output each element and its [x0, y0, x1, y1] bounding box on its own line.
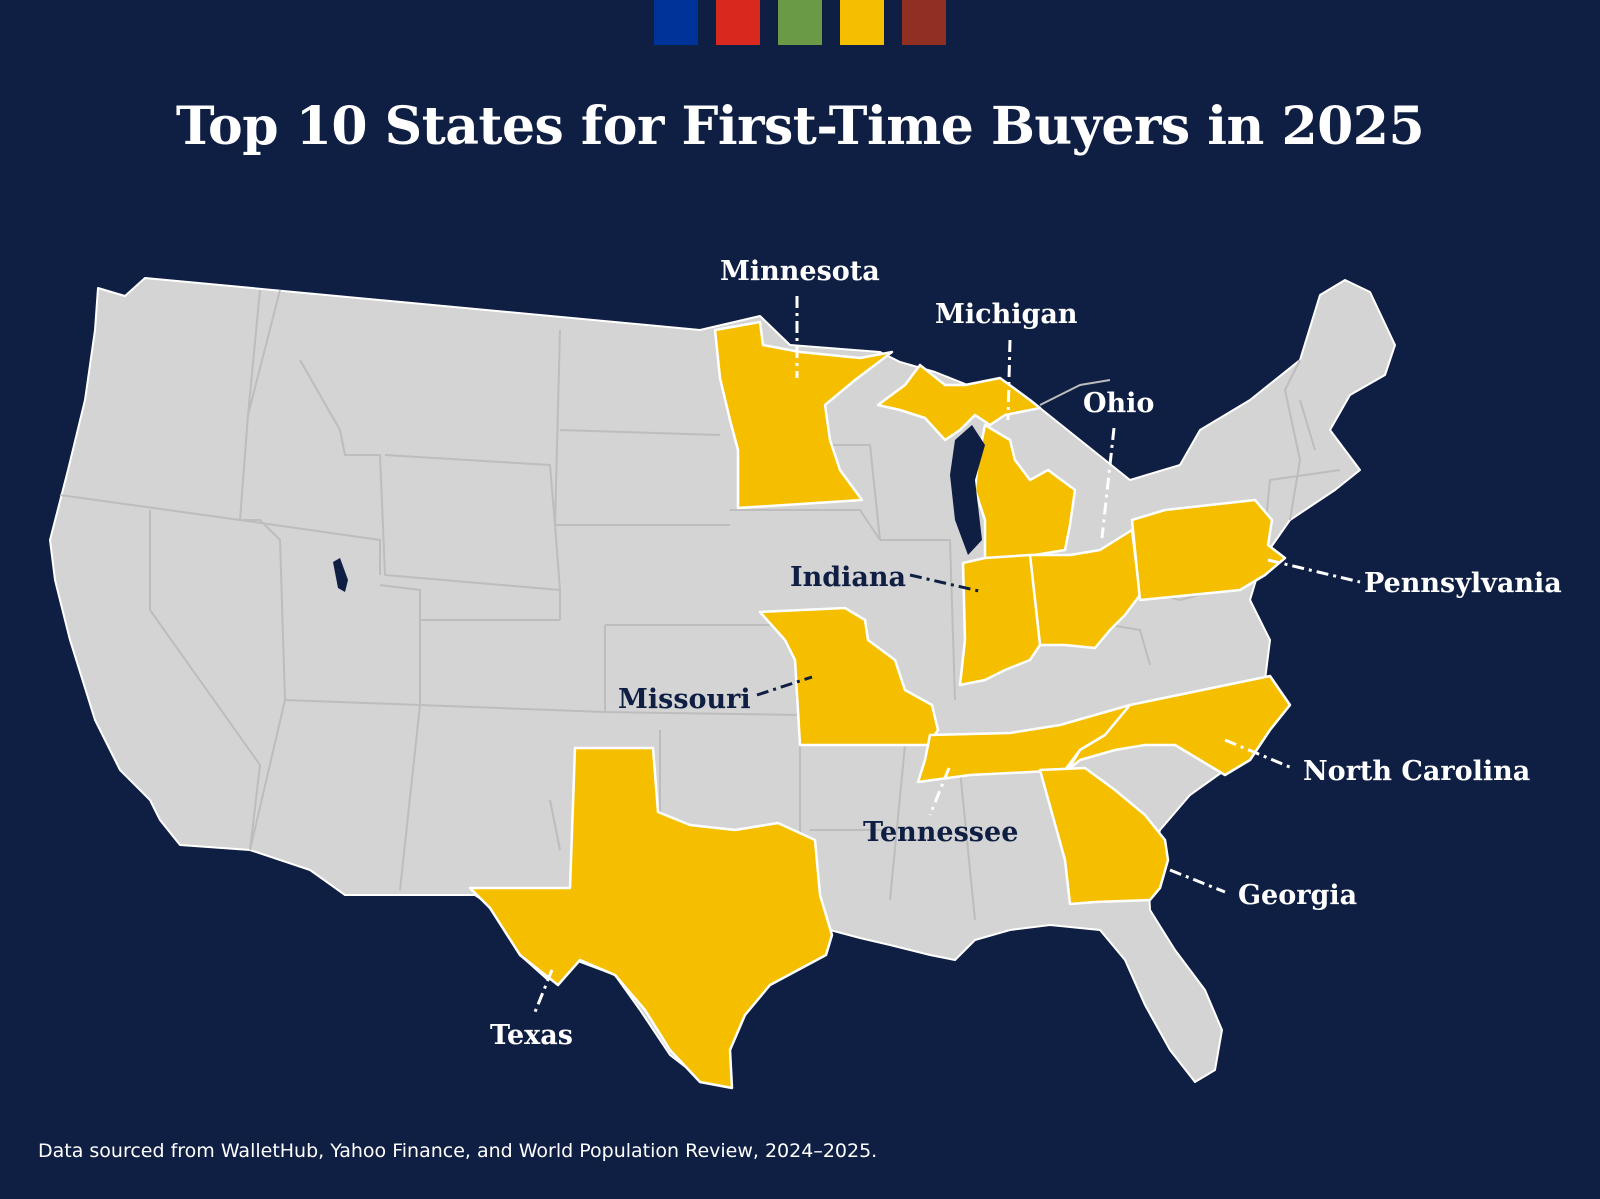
- state-missouri: [758, 606, 940, 747]
- red-swatch: [716, 0, 760, 45]
- tennessee-leader: [928, 767, 951, 816]
- label-tennessee: Tennessee: [863, 817, 1018, 848]
- page-title: Top 10 States for First-Time Buyers in 2…: [175, 96, 1425, 157]
- source-note: Data sourced from WalletHub, Yahoo Finan…: [38, 1140, 878, 1162]
- brown-swatch: [902, 0, 946, 45]
- label-indiana: Indiana: [790, 562, 906, 593]
- label-ohio: Ohio: [1083, 388, 1154, 419]
- label-north-carolina: North Carolina: [1303, 756, 1530, 787]
- state-north-carolina: [1066, 674, 1292, 777]
- state-indiana: [958, 553, 1042, 687]
- ohio-leader: [1100, 427, 1116, 539]
- state-texas: [468, 746, 834, 1090]
- yellow-swatch: [840, 0, 884, 45]
- label-missouri: Missouri: [618, 684, 751, 715]
- state-minnesota: [713, 320, 894, 510]
- color-swatch-bar: [654, 0, 946, 45]
- texas-leader: [533, 969, 554, 1013]
- state-tennessee: [916, 703, 1132, 784]
- label-minnesota: Minnesota: [720, 256, 880, 287]
- state-georgia: [1038, 766, 1170, 906]
- michigan-leader: [1006, 339, 1012, 421]
- label-pennsylvania: Pennsylvania: [1364, 568, 1562, 599]
- label-michigan: Michigan: [935, 299, 1078, 330]
- north-carolina-leader: [1224, 738, 1293, 770]
- pennsylvania-leader: [1267, 558, 1361, 584]
- state-pennsylvania: [1130, 498, 1287, 602]
- blue-swatch: [654, 0, 698, 45]
- green-swatch: [778, 0, 822, 45]
- lake-michigan: [950, 425, 985, 555]
- georgia-leader: [1169, 868, 1226, 894]
- label-georgia: Georgia: [1238, 880, 1357, 911]
- state-michigan-upper: [876, 363, 1042, 442]
- missouri-leader: [756, 675, 813, 697]
- label-texas: Texas: [490, 1020, 573, 1051]
- great-salt-lake: [333, 558, 348, 592]
